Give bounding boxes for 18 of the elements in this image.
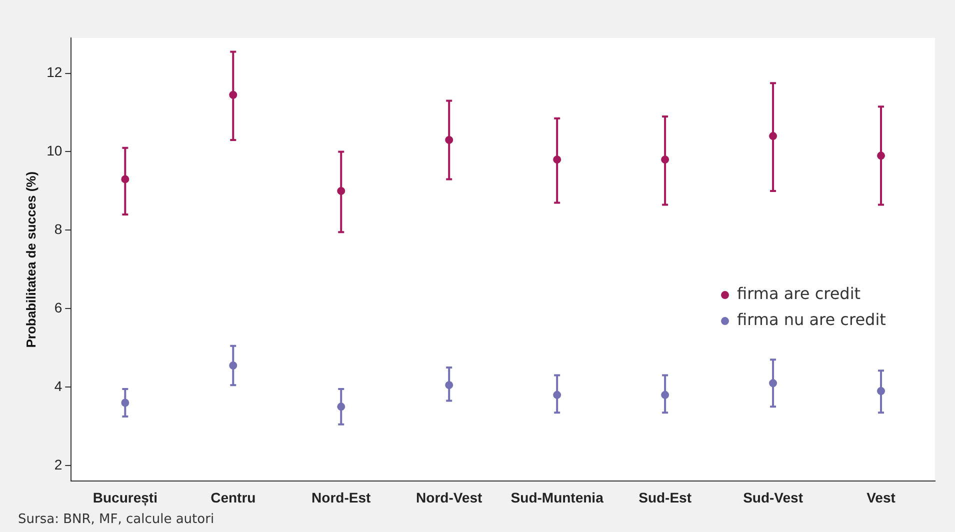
legend-label: firma are credit: [737, 284, 861, 304]
y-tick-label: 10: [46, 142, 62, 159]
y-tick-label: 4: [54, 378, 62, 394]
y-axis-title: Probabilitatea de succes (%): [23, 171, 38, 348]
x-tick-label: București: [92, 489, 158, 506]
x-tick-label: Nord-Est: [312, 489, 372, 506]
x-tick-label: Sud-Vest: [743, 489, 804, 506]
x-tick-label: Sud-Est: [638, 489, 692, 506]
text: Sursa: BNR, MF, calcule autori: [18, 512, 214, 527]
legend-label: firma nu are credit: [737, 310, 886, 330]
y-tick-label: 6: [54, 299, 62, 316]
y-tick-label: 2: [54, 456, 62, 472]
x-tick-label: Centru: [210, 489, 256, 506]
x-tick-label: Vest: [866, 489, 896, 506]
x-tick-label: Sud-Muntenia: [510, 489, 604, 506]
y-tick-label: 8: [54, 221, 62, 238]
x-tick-label: Nord-Vest: [416, 489, 482, 506]
y-tick-label: 12: [46, 64, 62, 80]
